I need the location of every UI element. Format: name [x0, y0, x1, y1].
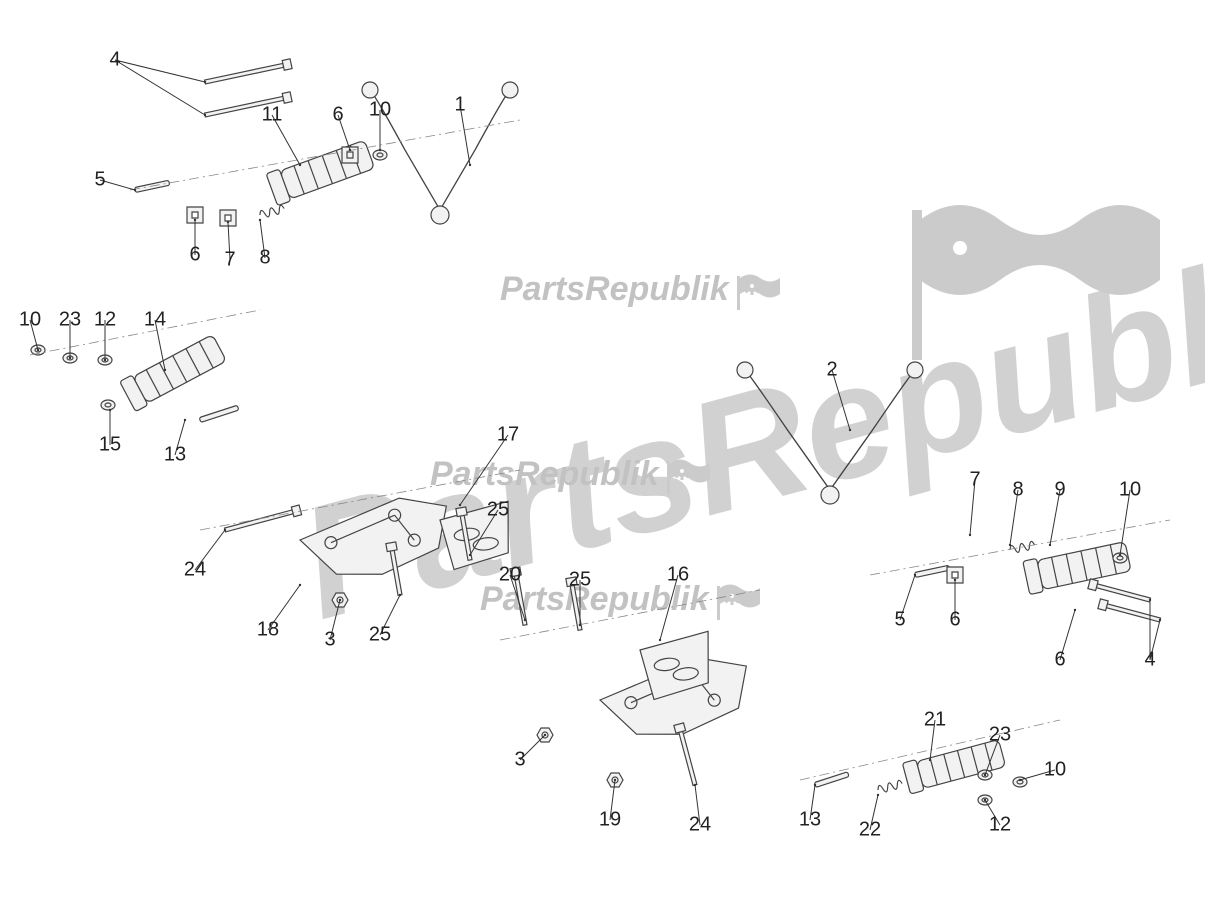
part-callout-15: 15 — [99, 434, 121, 457]
part-callout-23: 23 — [59, 309, 81, 332]
part-callout-8: 8 — [259, 247, 270, 270]
part-callout-25: 25 — [369, 624, 391, 647]
part-callout-7: 7 — [224, 249, 235, 272]
part-callout-5: 5 — [894, 609, 905, 632]
part-callout-4: 4 — [109, 49, 120, 72]
part-callout-25: 25 — [569, 569, 591, 592]
part-callout-16: 16 — [667, 564, 689, 587]
part-callout-24: 24 — [689, 814, 711, 837]
part-callout-6: 6 — [949, 609, 960, 632]
part-callout-13: 13 — [799, 809, 821, 832]
part-callout-6: 6 — [189, 244, 200, 267]
part-callout-17: 17 — [497, 424, 519, 447]
part-callout-10: 10 — [1119, 479, 1141, 502]
part-callout-9: 9 — [1054, 479, 1065, 502]
part-callout-23: 23 — [989, 724, 1011, 747]
svg-text:PartsRepublik: PartsRepublik — [500, 270, 731, 308]
part-callout-12: 12 — [94, 309, 116, 332]
part-callout-22: 22 — [859, 819, 881, 842]
part-callout-12: 12 — [989, 814, 1011, 837]
part-callout-11: 11 — [262, 104, 283, 127]
svg-text:PartsRepublik: PartsRepublik — [430, 455, 661, 493]
part-callout-8: 8 — [1012, 479, 1023, 502]
part-callout-1: 1 — [454, 94, 465, 117]
part-callout-19: 19 — [599, 809, 621, 832]
diagram-canvas: PartsRepublikPartsRepublikPartsRepublikP… — [0, 0, 1205, 904]
part-callout-3: 3 — [324, 629, 335, 652]
part-callout-4: 4 — [1144, 649, 1155, 672]
part-callout-3: 3 — [514, 749, 525, 772]
part-callout-18: 18 — [257, 619, 279, 642]
part-callout-10: 10 — [369, 99, 391, 122]
part-callout-13: 13 — [164, 444, 186, 467]
part-callout-2: 2 — [826, 359, 837, 382]
part-callout-10: 10 — [19, 309, 41, 332]
part-callout-25: 25 — [487, 499, 509, 522]
part-callout-20: 20 — [499, 564, 521, 587]
part-callout-5: 5 — [94, 169, 105, 192]
part-callout-6: 6 — [332, 104, 343, 127]
part-callout-7: 7 — [969, 469, 980, 492]
part-callout-6: 6 — [1054, 649, 1065, 672]
part-callout-10: 10 — [1044, 759, 1066, 782]
part-callout-21: 21 — [924, 709, 946, 732]
part-callout-24: 24 — [184, 559, 206, 582]
part-callout-14: 14 — [144, 309, 166, 332]
